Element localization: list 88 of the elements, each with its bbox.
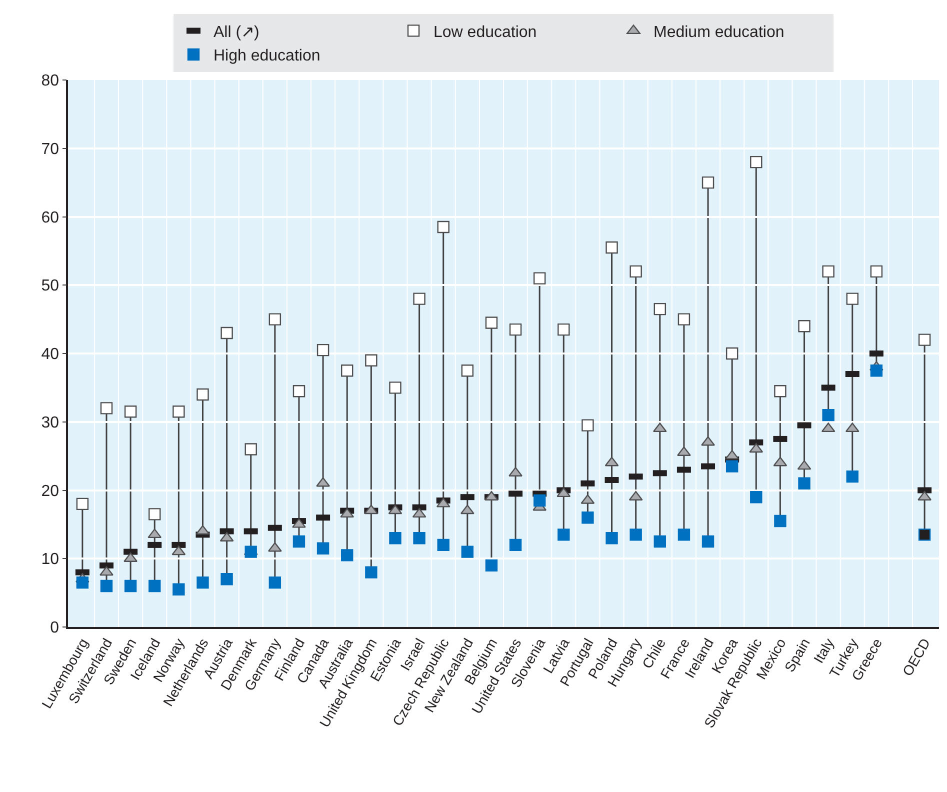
point (124, 406, 137, 418)
point (606, 532, 618, 544)
point (172, 406, 185, 418)
point (220, 573, 233, 586)
point (582, 419, 594, 432)
y-tick-label: 80 (41, 72, 60, 90)
point (509, 538, 522, 552)
y-tick-label: 60 (41, 209, 60, 226)
point (389, 382, 402, 394)
point (654, 535, 666, 548)
point (558, 323, 570, 336)
point (292, 535, 306, 548)
point (244, 546, 257, 558)
point (196, 388, 209, 401)
point (437, 538, 450, 552)
point (702, 535, 714, 548)
point (798, 320, 810, 332)
point (220, 326, 233, 340)
point (484, 490, 498, 500)
point (558, 528, 570, 541)
point (678, 313, 690, 326)
point (316, 477, 330, 487)
point (341, 549, 354, 562)
point (774, 385, 786, 398)
y-tick-label: 70 (41, 140, 60, 158)
y-tick-label: 30 (41, 414, 60, 432)
point (630, 528, 642, 541)
point (172, 583, 185, 596)
point (461, 546, 474, 558)
legend-label: All (↗) (214, 24, 260, 41)
y-tick-label: 0 (50, 620, 60, 637)
point (292, 518, 306, 528)
point (413, 532, 426, 544)
point (798, 477, 810, 490)
legend-label: Medium education (654, 24, 784, 41)
point (485, 559, 498, 572)
point (244, 443, 257, 456)
point (341, 364, 354, 377)
point (268, 576, 282, 589)
legend-label: High education (214, 48, 320, 65)
point (606, 241, 618, 254)
point (726, 460, 738, 472)
point (316, 344, 330, 356)
point (389, 532, 402, 544)
point (533, 494, 546, 507)
point (413, 292, 426, 305)
point (774, 514, 786, 528)
point (100, 580, 113, 592)
point (196, 576, 209, 589)
point (822, 408, 834, 422)
point (822, 265, 834, 278)
point (726, 347, 738, 360)
point (148, 508, 161, 520)
y-tick-label: 40 (41, 346, 60, 364)
point (533, 272, 546, 284)
point (846, 292, 858, 305)
point (750, 156, 762, 168)
point (870, 364, 883, 377)
y-tick-label: 10 (41, 551, 60, 568)
point (76, 576, 89, 589)
point (485, 316, 498, 329)
point (76, 498, 89, 510)
point (100, 566, 114, 576)
point (630, 265, 642, 278)
point (702, 176, 714, 189)
point (100, 402, 113, 414)
point (509, 323, 522, 336)
y-tick-label: 50 (41, 278, 60, 295)
point (678, 528, 690, 541)
point (124, 580, 137, 592)
point (437, 220, 450, 234)
y-tick-label: 20 (41, 482, 60, 500)
point (292, 385, 306, 398)
point (750, 490, 762, 504)
point (846, 470, 858, 483)
point (870, 265, 883, 278)
point (582, 512, 594, 524)
point (268, 313, 282, 326)
point (148, 580, 161, 592)
point (654, 302, 666, 316)
point (316, 542, 330, 554)
point (918, 334, 931, 346)
point (365, 354, 378, 366)
point (365, 566, 378, 578)
legend-label: Low education (434, 24, 537, 41)
point (508, 467, 522, 477)
point (461, 364, 474, 377)
point (701, 436, 715, 446)
